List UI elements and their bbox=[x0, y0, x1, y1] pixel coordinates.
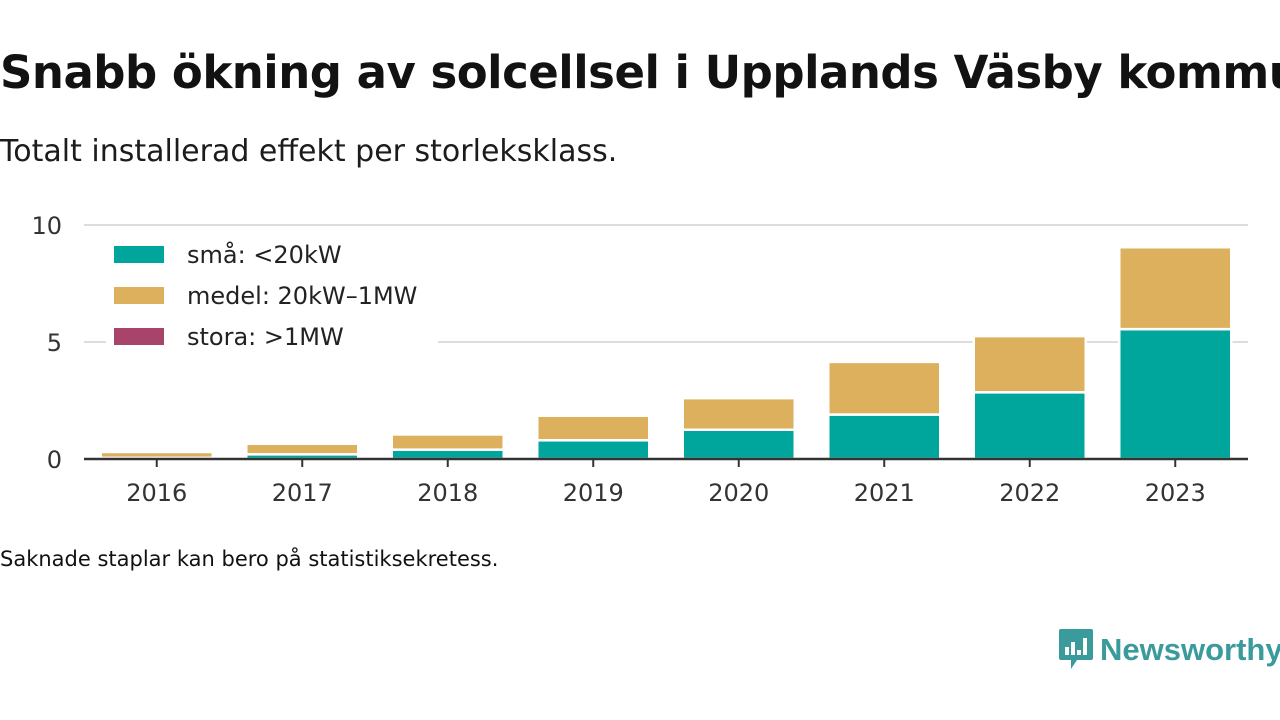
x-tick-label: 2018 bbox=[417, 479, 478, 507]
bar-segment bbox=[827, 413, 942, 461]
legend-swatch bbox=[114, 328, 164, 345]
bar-segment bbox=[972, 391, 1087, 461]
legend-swatch bbox=[114, 287, 164, 304]
x-tick-label: 2016 bbox=[126, 479, 187, 507]
bar-segment bbox=[245, 442, 360, 456]
bar-segment bbox=[827, 360, 942, 416]
bar-segment bbox=[1118, 327, 1233, 461]
bar-segment bbox=[1118, 245, 1233, 331]
x-tick-label: 2021 bbox=[854, 479, 915, 507]
bar-segment bbox=[390, 433, 505, 451]
bar-segment bbox=[99, 450, 214, 460]
newsworthy-logo-icon bbox=[1059, 629, 1093, 669]
y-tick-label: 5 bbox=[47, 329, 62, 357]
bar-segment bbox=[536, 439, 651, 461]
y-tick-label: 10 bbox=[31, 212, 62, 240]
footnote: Saknade staplar kan bero på statistiksek… bbox=[0, 547, 499, 571]
x-tick-label: 2022 bbox=[999, 479, 1060, 507]
chart-subtitle: Totalt installerad effekt per storlekskl… bbox=[0, 134, 618, 169]
bar-segment bbox=[681, 428, 796, 461]
chart-title: Snabb ökning av solcellsel i Upplands Vä… bbox=[0, 46, 1280, 99]
x-tick-label: 2020 bbox=[708, 479, 769, 507]
bar-segment bbox=[536, 414, 651, 442]
legend-label: stora: >1MW bbox=[187, 323, 344, 351]
x-tick-label: 2023 bbox=[1145, 479, 1206, 507]
stacked-bar-chart: 0 5 10 2016 2017 2018 2019 2020 2021 2022 2023 små:… bbox=[31, 212, 1248, 507]
y-tick-label: 0 bbox=[47, 446, 62, 474]
brand-name: Newsworthy bbox=[1100, 632, 1280, 667]
brand-logo: Newsworthy bbox=[1058, 628, 1280, 672]
legend-label: små: <20kW bbox=[187, 240, 342, 269]
legend-swatch bbox=[114, 246, 164, 263]
legend-label: medel: 20kW–1MW bbox=[187, 282, 417, 310]
x-tick-label: 2017 bbox=[272, 479, 333, 507]
bar-segment bbox=[972, 334, 1087, 394]
bar-segment bbox=[681, 396, 796, 432]
x-tick-label: 2019 bbox=[563, 479, 624, 507]
bar-segment bbox=[390, 448, 505, 461]
